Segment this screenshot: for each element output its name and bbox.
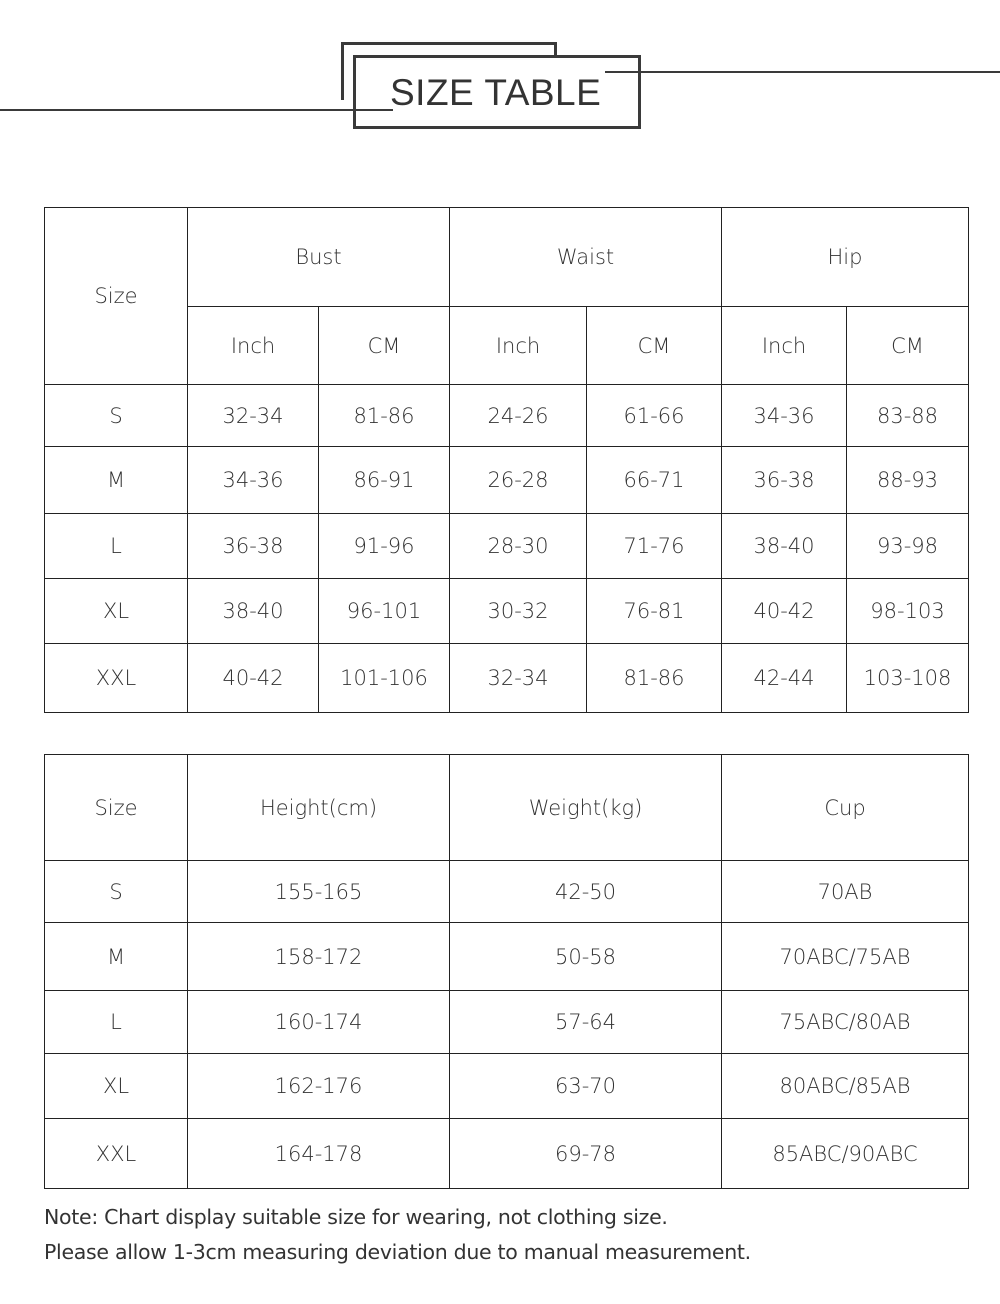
- value-cell: 36-38: [721, 446, 847, 514]
- column-header: Cup: [721, 754, 969, 861]
- left-rule: [0, 109, 393, 111]
- table-row: XXL 40-42 101-106 32-34 81-86 42-44 103-108: [44, 643, 969, 713]
- note-label: Note:: [44, 1205, 98, 1229]
- value-cell: 162-176: [187, 1053, 450, 1119]
- value-cell: 32-34: [449, 643, 587, 713]
- hip-header: Hip: [721, 207, 969, 307]
- value-cell: 88-93: [846, 446, 969, 514]
- bust-header: Bust: [187, 207, 450, 307]
- value-cell: 83-88: [846, 384, 969, 447]
- table-row: XL 162-176 63-70 80ABC/85AB: [44, 1053, 969, 1119]
- size-cell: XL: [44, 1053, 188, 1119]
- note-line-1: Chart display suitable size for wearing,…: [104, 1205, 668, 1229]
- value-cell: 81-86: [586, 643, 722, 713]
- size-cell: XXL: [44, 1118, 188, 1189]
- value-cell: 57-64: [449, 990, 722, 1054]
- value-cell: 101-106: [318, 643, 450, 713]
- size-cell: L: [44, 513, 188, 579]
- table-row: S 155-165 42-50 70AB: [44, 860, 969, 923]
- value-cell: 85ABC/90ABC: [721, 1118, 969, 1189]
- size-cell: S: [44, 860, 188, 923]
- size-cell: S: [44, 384, 188, 447]
- value-cell: 86-91: [318, 446, 450, 514]
- note-line-2: Please allow 1-3cm measuring deviation d…: [44, 1240, 751, 1264]
- value-cell: 40-42: [721, 578, 847, 644]
- value-cell: 71-76: [586, 513, 722, 579]
- value-cell: 93-98: [846, 513, 969, 579]
- value-cell: 24-26: [449, 384, 587, 447]
- unit-header: CM: [586, 306, 722, 385]
- size-header: Size: [44, 207, 188, 385]
- right-rule: [605, 71, 1000, 73]
- value-cell: 69-78: [449, 1118, 722, 1189]
- table-row: XL 38-40 96-101 30-32 76-81 40-42 98-103: [44, 578, 969, 644]
- size-cell: XL: [44, 578, 188, 644]
- table-row: XXL 164-178 69-78 85ABC/90ABC: [44, 1118, 969, 1189]
- table-row: M 34-36 86-91 26-28 66-71 36-38 88-93: [44, 446, 969, 514]
- value-cell: 40-42: [187, 643, 319, 713]
- column-header: Height(cm): [187, 754, 450, 861]
- value-cell: 164-178: [187, 1118, 450, 1189]
- value-cell: 80ABC/85AB: [721, 1053, 969, 1119]
- unit-header: Inch: [187, 306, 319, 385]
- value-cell: 75ABC/80AB: [721, 990, 969, 1054]
- note: Note: Chart display suitable size for we…: [44, 1200, 751, 1270]
- value-cell: 91-96: [318, 513, 450, 579]
- unit-header: CM: [846, 306, 969, 385]
- value-cell: 158-172: [187, 922, 450, 991]
- value-cell: 34-36: [187, 446, 319, 514]
- value-cell: 63-70: [449, 1053, 722, 1119]
- fit-table: Size Height(cm) Weight(kg) Cup S 155-165 42-5…: [44, 754, 969, 1189]
- table-row: L 160-174 57-64 75ABC/80AB: [44, 990, 969, 1054]
- size-cell: XXL: [44, 643, 188, 713]
- value-cell: 50-58: [449, 922, 722, 991]
- size-cell: M: [44, 922, 188, 991]
- value-cell: 98-103: [846, 578, 969, 644]
- value-cell: 66-71: [586, 446, 722, 514]
- value-cell: 26-28: [449, 446, 587, 514]
- measurement-table: Size Bust Waist Hip Inch CM Inch CM Inch CM S…: [44, 207, 969, 713]
- column-header: Weight(kg): [449, 754, 722, 861]
- value-cell: 36-38: [187, 513, 319, 579]
- front-frame: [353, 55, 641, 129]
- value-cell: 42-44: [721, 643, 847, 713]
- value-cell: 160-174: [187, 990, 450, 1054]
- unit-header: Inch: [449, 306, 587, 385]
- value-cell: 34-36: [721, 384, 847, 447]
- value-cell: 38-40: [721, 513, 847, 579]
- unit-header: Inch: [721, 306, 847, 385]
- value-cell: 38-40: [187, 578, 319, 644]
- size-cell: M: [44, 446, 188, 514]
- value-cell: 30-32: [449, 578, 587, 644]
- value-cell: 81-86: [318, 384, 450, 447]
- value-cell: 76-81: [586, 578, 722, 644]
- waist-header: Waist: [449, 207, 722, 307]
- value-cell: 155-165: [187, 860, 450, 923]
- value-cell: 70ABC/75AB: [721, 922, 969, 991]
- value-cell: 61-66: [586, 384, 722, 447]
- unit-header: CM: [318, 306, 450, 385]
- column-header: Size: [44, 754, 188, 861]
- value-cell: 103-108: [846, 643, 969, 713]
- value-cell: 28-30: [449, 513, 587, 579]
- value-cell: 96-101: [318, 578, 450, 644]
- value-cell: 70AB: [721, 860, 969, 923]
- value-cell: 32-34: [187, 384, 319, 447]
- value-cell: 42-50: [449, 860, 722, 923]
- size-cell: L: [44, 990, 188, 1054]
- table-row: S 32-34 81-86 24-26 61-66 34-36 83-88: [44, 384, 969, 447]
- page-title: SIZE TABLE: [390, 72, 602, 113]
- table-row: L 36-38 91-96 28-30 71-76 38-40 93-98: [44, 513, 969, 579]
- table-row: M 158-172 50-58 70ABC/75AB: [44, 922, 969, 991]
